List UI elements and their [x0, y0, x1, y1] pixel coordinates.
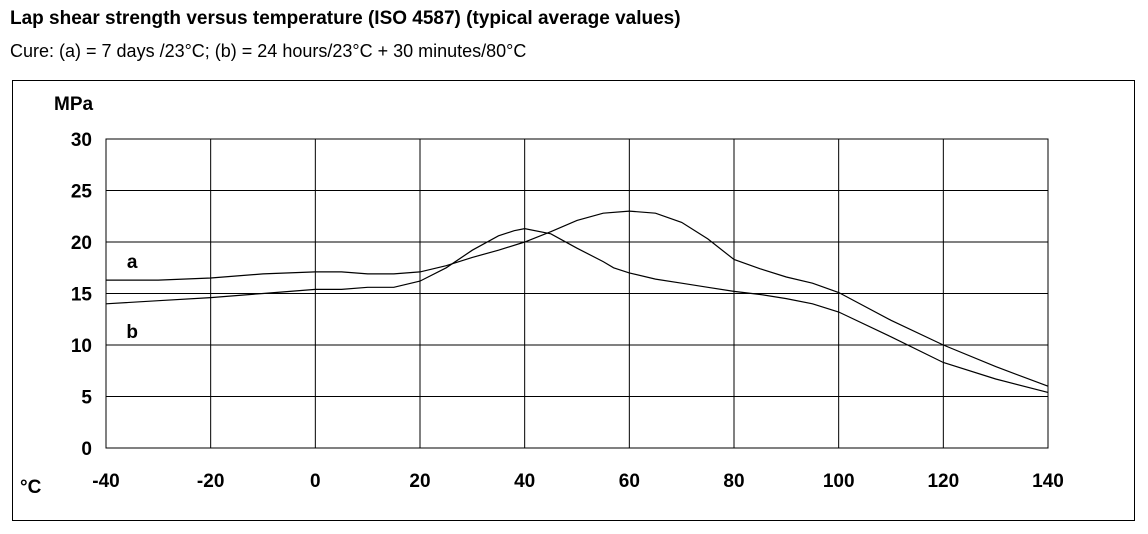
y-tick-label: 15 — [71, 285, 93, 306]
x-tick-label: 80 — [723, 471, 744, 492]
x-axis-label: °C — [20, 477, 42, 498]
chart-subtitle: Cure: (a) = 7 days /23°C; (b) = 24 hours… — [10, 41, 527, 61]
x-tick-label: 0 — [310, 471, 321, 492]
series-line-b — [105, 227, 1049, 393]
y-axis-label: MPa — [54, 94, 94, 115]
y-tick-label: 20 — [71, 233, 92, 254]
x-tick-labels: -40 -20 0 20 40 60 80 100 120 140 — [92, 471, 1064, 492]
series-label-a: a — [127, 252, 138, 273]
chart-title: Lap shear strength versus temperature (I… — [10, 8, 681, 29]
x-tick-label: 120 — [927, 471, 959, 492]
y-tick-labels: 0 5 10 15 20 25 30 — [71, 130, 93, 460]
grid-lines — [105, 138, 1049, 449]
x-tick-label: 20 — [409, 471, 430, 492]
plot-area-border — [105, 138, 1049, 449]
y-tick-label: 30 — [71, 130, 92, 151]
x-tick-label: 100 — [823, 471, 855, 492]
x-tick-label: 60 — [619, 471, 640, 492]
x-tick-label: 140 — [1032, 471, 1064, 492]
plot-border-rect — [105, 138, 1049, 449]
y-tick-label: 25 — [71, 182, 93, 203]
chart-frame — [12, 80, 1135, 521]
series-lines — [105, 210, 1049, 393]
y-tick-label: 10 — [71, 336, 92, 357]
y-tick-label: 5 — [81, 388, 92, 409]
x-tick-label: -20 — [197, 471, 224, 492]
series-labels: ab — [126, 252, 138, 343]
x-tick-label: -40 — [92, 471, 119, 492]
x-tick-label: 40 — [514, 471, 535, 492]
series-label-b: b — [126, 322, 138, 343]
y-tick-label: 0 — [81, 439, 92, 460]
series-line-a — [106, 210, 1049, 387]
